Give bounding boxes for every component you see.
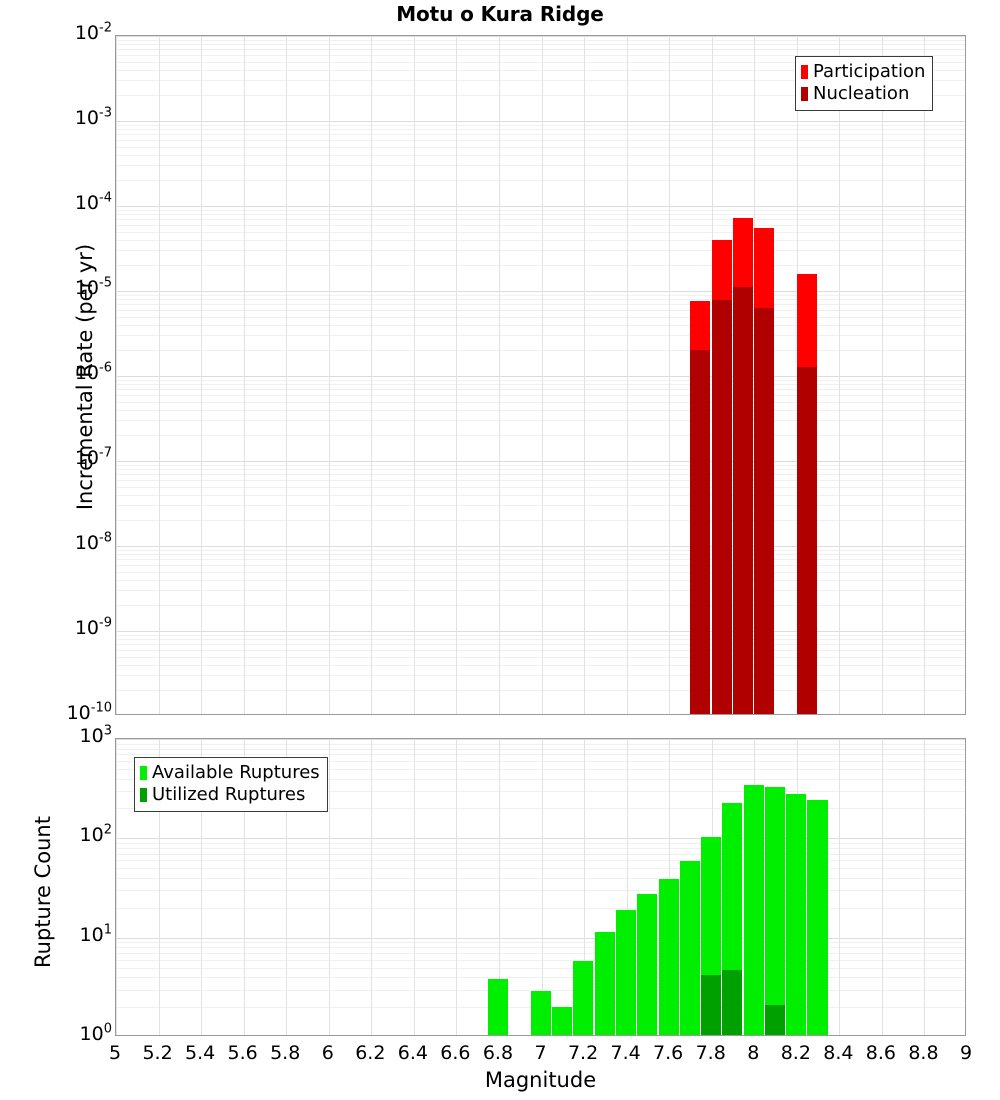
x-axis-tick-label: 6.4 (397, 1042, 428, 1064)
bar-available-ruptures (573, 961, 594, 1035)
x-axis-tick-label: 7.4 (610, 1042, 641, 1064)
y-axis-tick-label: 103 (79, 723, 112, 747)
y-axis-tick-label: 102 (79, 823, 112, 847)
y-axis-ticks-bottom: 103 102 101 100 (0, 725, 112, 1044)
y-axis-tick-label: 100 (79, 1021, 112, 1045)
x-axis-tick-label: 6.6 (440, 1042, 471, 1064)
y-axis-tick-label: 101 (79, 922, 112, 946)
x-axis-tick-label: 6 (321, 1042, 334, 1064)
page-title: Motu o Kura Ridge (396, 2, 604, 26)
x-axis-tick-label: 9 (959, 1042, 973, 1064)
x-axis-tick-label: 5 (108, 1042, 122, 1064)
bar-available-ruptures (807, 800, 828, 1035)
x-axis-tick-label: 5.4 (184, 1042, 216, 1064)
bar-available-ruptures (530, 990, 551, 1035)
y-axis-title-top: Incremental Rate (per yr) (73, 243, 97, 511)
bars-incremental-rate (116, 36, 965, 714)
y-axis-tick-label: 10-8 (74, 530, 112, 554)
bar-nucleation (732, 287, 754, 714)
y-axis-tick-label: 10-3 (74, 105, 112, 129)
legend-item[interactable]: Available Ruptures (140, 762, 320, 784)
x-axis-title: Magnitude (484, 1068, 597, 1092)
x-axis-tick-label: 8.4 (823, 1042, 854, 1064)
legend-item[interactable]: Participation (801, 61, 925, 83)
bar-nucleation (711, 300, 732, 714)
bar-utilized-ruptures (701, 975, 722, 1035)
x-axis-tick-label: 5.2 (142, 1042, 173, 1064)
incremental-rate-plot-area (115, 35, 966, 715)
bar-nucleation (796, 367, 817, 714)
legend-rupture-count: Available Ruptures Utilized Ruptures (134, 757, 328, 812)
legend-item[interactable]: Nucleation (801, 83, 925, 105)
x-axis-tick-label: 8.6 (865, 1042, 896, 1064)
bar-available-ruptures (594, 931, 615, 1035)
x-axis-tick-label: 8 (747, 1042, 760, 1064)
y-axis-tick-label: 10-4 (74, 190, 112, 214)
legend-swatch-icon (801, 87, 808, 101)
y-axis-tick-label: 10-7 (74, 445, 112, 469)
bar-available-ruptures (786, 794, 807, 1035)
bar-utilized-ruptures (764, 1005, 785, 1035)
x-axis-tick-label: 5.6 (227, 1042, 258, 1064)
legend-item-label: Available Ruptures (152, 762, 320, 783)
y-axis-ticks-top: 10-2 10-3 10-4 10-5 10-6 10-7 10-8 10-9 10-10 (0, 22, 112, 723)
bar-available-ruptures (743, 784, 764, 1035)
y-axis-tick-label: 10-5 (74, 275, 112, 299)
legend-item-label: Nucleation (813, 83, 910, 104)
x-axis-tick-label: 6.2 (355, 1042, 386, 1064)
bars-rupture-count (116, 739, 965, 1035)
bar-available-ruptures (488, 978, 509, 1035)
x-axis-tick-label: 5.8 (270, 1042, 301, 1064)
y-axis-tick-label: 10-10 (66, 700, 112, 724)
legend-item[interactable]: Utilized Ruptures (140, 784, 320, 806)
bar-available-ruptures (679, 860, 700, 1035)
x-axis-tick-label: 8.2 (780, 1042, 811, 1064)
bar-available-ruptures (658, 879, 679, 1035)
x-axis-tick-label: 6.8 (482, 1042, 514, 1064)
bar-nucleation (754, 308, 775, 714)
bar-available-ruptures (615, 910, 637, 1035)
x-axis-tick-label: 7.6 (653, 1042, 684, 1064)
legend-item-label: Utilized Ruptures (152, 784, 306, 805)
bar-available-ruptures (552, 1007, 573, 1035)
bar-utilized-ruptures (722, 970, 743, 1035)
y-axis-tick-label: 10-6 (74, 360, 112, 384)
bar-available-ruptures (637, 894, 658, 1035)
y-axis-tick-label: 10-9 (74, 615, 112, 639)
x-axis-tick-label: 7.8 (695, 1042, 726, 1064)
x-axis-tick-label: 7.2 (567, 1042, 599, 1064)
legend-item-label: Participation (813, 61, 926, 82)
legend-incremental-rate: Participation Nucleation (795, 56, 934, 111)
x-axis-tick-label: 8.8 (908, 1042, 939, 1064)
x-axis-tick-label: 7 (534, 1042, 547, 1064)
y-axis-tick-label: 10-2 (74, 20, 112, 44)
y-axis-title-bottom: Rupture Count (31, 816, 55, 968)
legend-swatch-icon (140, 766, 147, 780)
legend-swatch-icon (801, 65, 808, 79)
bar-nucleation (690, 350, 711, 714)
legend-swatch-icon (140, 788, 147, 802)
bar-available-ruptures (764, 786, 785, 1035)
